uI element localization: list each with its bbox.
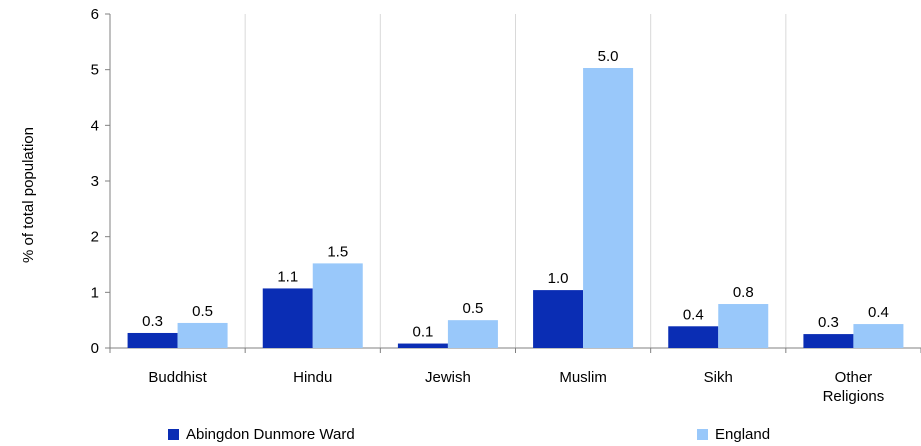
x-category-label: Other	[835, 369, 873, 386]
bar	[447, 320, 498, 348]
data-label: 1.5	[327, 243, 348, 260]
y-tick-label: 3	[91, 173, 99, 190]
y-tick-label: 1	[91, 284, 99, 301]
y-tick-label: 6	[91, 6, 99, 23]
data-label: 0.5	[192, 303, 213, 320]
bar	[312, 263, 363, 348]
y-tick-label: 5	[91, 62, 99, 79]
x-category-label: Buddhist	[148, 369, 207, 386]
bar	[397, 343, 448, 348]
x-category-label: Muslim	[559, 369, 607, 386]
bar	[668, 326, 719, 348]
legend-item-england: England	[697, 426, 770, 443]
bar	[583, 67, 634, 348]
data-label: 0.8	[733, 284, 754, 301]
bar	[177, 322, 228, 348]
bar	[262, 288, 313, 348]
data-label: 5.0	[598, 48, 619, 65]
y-tick-label: 0	[91, 340, 99, 357]
x-category-label: Sikh	[704, 369, 733, 386]
bar	[853, 324, 904, 348]
labels: 0 1 2 3 4 5 6 0.3 0.5 Buddhist 1.1 1.5 Hindu 0.1 0.5 Je…	[91, 6, 889, 405]
data-label: 0.1	[412, 324, 433, 341]
bar	[533, 290, 584, 348]
bar	[718, 304, 769, 348]
grid-lines	[244, 14, 787, 348]
y-tick-label: 2	[91, 229, 99, 246]
x-category-label: Religions	[823, 388, 885, 405]
data-label: 0.5	[462, 300, 483, 317]
legend-item-ward: Abingdon Dunmore Ward	[168, 426, 355, 443]
bar	[803, 334, 854, 348]
data-label: 1.1	[277, 268, 298, 285]
legend-label-england: England	[715, 426, 771, 443]
data-label: 1.0	[548, 270, 569, 287]
legend-label-ward: Abingdon Dunmore Ward	[186, 426, 355, 443]
data-label: 0.3	[818, 314, 839, 331]
data-label: 0.4	[683, 306, 704, 323]
data-label: 0.4	[868, 304, 889, 321]
x-category-label: Jewish	[425, 369, 471, 386]
bar	[127, 332, 178, 348]
x-category-label: Hindu	[293, 369, 332, 386]
data-label: 0.3	[142, 313, 163, 330]
axes	[105, 13, 921, 353]
y-axis-title: % of total population	[20, 127, 37, 263]
bars	[127, 67, 904, 348]
legend-swatch-england	[697, 429, 708, 440]
legend-swatch-ward	[168, 429, 179, 440]
y-tick-label: 4	[91, 117, 99, 134]
bar-chart: 0 1 2 3 4 5 6 0.3 0.5 Buddhist 1.1 1.5 Hindu 0.1 0.5 Je…	[20, 6, 921, 405]
